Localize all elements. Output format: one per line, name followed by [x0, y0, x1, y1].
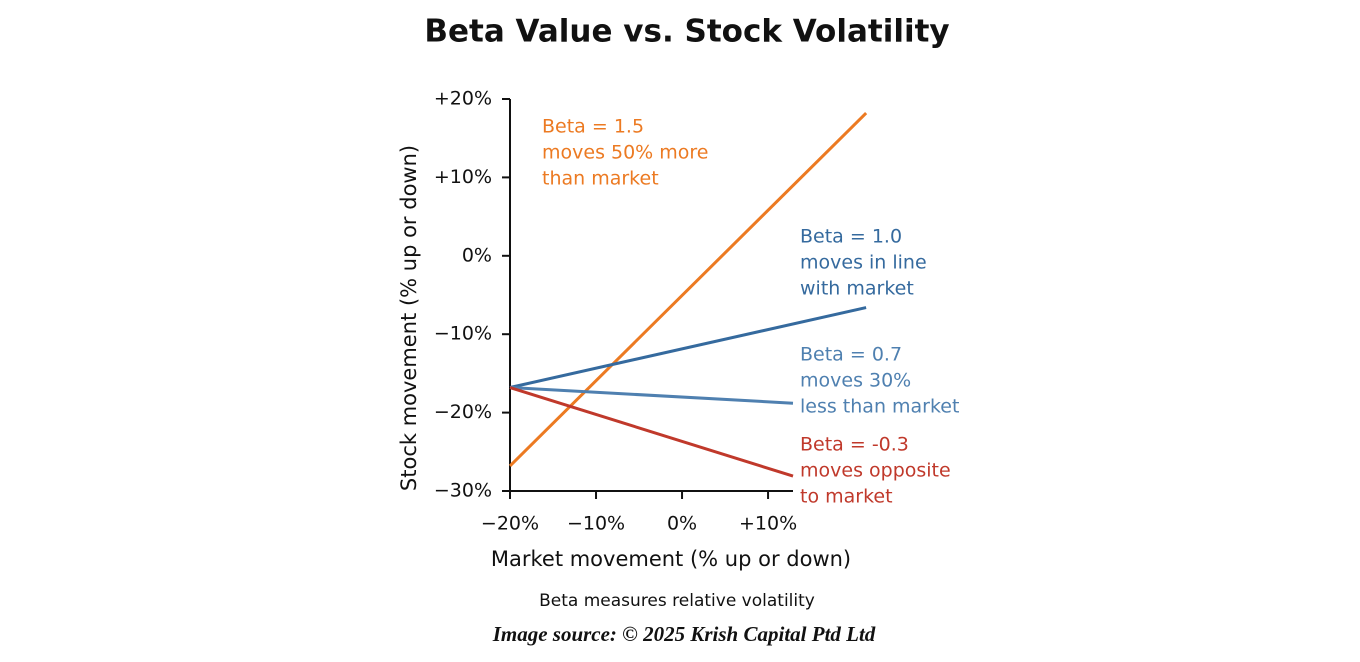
series-line [509, 306, 867, 389]
series-line [509, 386, 794, 478]
y-tick-label: +10% [434, 166, 492, 188]
annotation: moves in line [800, 252, 927, 274]
y-tick-label: −10% [434, 323, 492, 345]
x-tick-label: 0% [667, 513, 697, 535]
annotation: to market [800, 486, 893, 508]
annotation: with market [800, 278, 914, 300]
annotation: less than market [800, 396, 959, 418]
y-tick-label: 0% [462, 244, 492, 266]
y-tick-label: −20% [434, 401, 492, 423]
legend-label: Beta = 1.5 [542, 116, 644, 138]
source: Image source: © 2025 Krish Capital Ptd L… [492, 622, 876, 646]
legend-label: Beta = 0.7 [800, 344, 902, 366]
x-tick-label: −20% [481, 513, 539, 535]
y-tick-label: +20% [434, 88, 492, 110]
legend-label: Beta = -0.3 [800, 434, 909, 456]
subtitle: Beta measures relative volatility [539, 591, 815, 611]
y-tick-label: −30% [434, 480, 492, 502]
legend-label: Beta = 1.0 [800, 226, 902, 248]
x-axis-label: Market movement (% up or down) [491, 547, 851, 571]
annotation: than market [542, 168, 659, 190]
annotation: moves 30% [800, 370, 911, 392]
annotation: moves 50% more [542, 142, 709, 164]
x-tick-label: +10% [739, 513, 797, 535]
chart-title: Beta Value vs. Stock Volatility [424, 14, 949, 50]
annotation: moves opposite [800, 460, 951, 482]
y-axis-label: Stock movement (% up or down) [397, 145, 421, 491]
x-tick-label: −10% [567, 513, 625, 535]
series-line [509, 386, 794, 405]
